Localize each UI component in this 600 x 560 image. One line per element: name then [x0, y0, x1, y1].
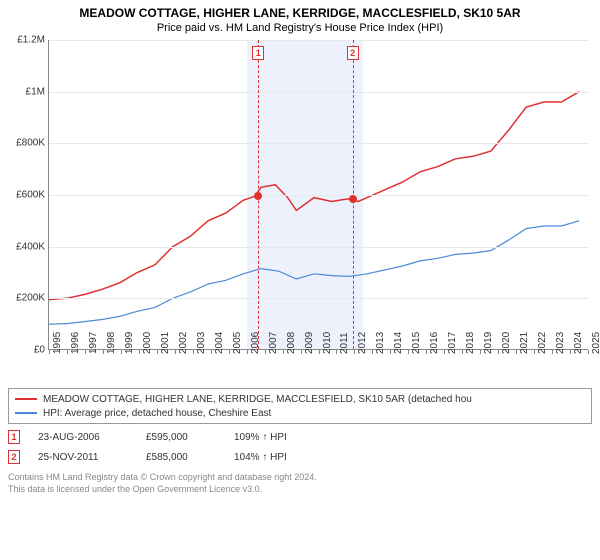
x-axis-label: 2021 — [519, 332, 530, 354]
sales-table: 1 23-AUG-2006 £595,000 109% ↑ HPI 2 25-NOV-20… — [8, 430, 592, 470]
series-line-hpi — [49, 221, 579, 324]
legend-swatch — [15, 412, 37, 414]
x-axis-label: 2024 — [573, 332, 584, 354]
y-axis-label: £0 — [9, 345, 45, 356]
x-axis-label: 2001 — [160, 332, 171, 354]
x-axis-label: 1995 — [52, 332, 63, 354]
x-axis-label: 2011 — [339, 332, 350, 354]
sale-row-price: £585,000 — [146, 452, 216, 463]
chart-subtitle: Price paid vs. HM Land Registry's House … — [8, 22, 592, 34]
x-axis-label: 2023 — [555, 332, 566, 354]
sale-row-price: £595,000 — [146, 432, 216, 443]
x-axis-label: 2000 — [142, 332, 153, 354]
footnote: Contains HM Land Registry data © Crown c… — [8, 472, 592, 495]
x-axis-label: 2015 — [411, 332, 422, 354]
y-axis-label: £600K — [9, 190, 45, 201]
sale-marker-dot — [349, 195, 357, 203]
x-axis-label: 2016 — [429, 332, 440, 354]
x-axis-label: 2022 — [537, 332, 548, 354]
sale-row-hpi: 104% ↑ HPI — [234, 452, 324, 463]
sale-marker-dot — [254, 192, 262, 200]
chart-plot: £0£200K£400K£600K£800K£1M£1.2M1995199619… — [48, 40, 588, 380]
sale-row: 2 25-NOV-2011 £585,000 104% ↑ HPI — [8, 450, 592, 464]
x-axis-label: 1997 — [88, 332, 99, 354]
y-axis-label: £1.2M — [9, 35, 45, 46]
x-axis-label: 1996 — [70, 332, 81, 354]
x-axis-label: 2004 — [214, 332, 225, 354]
y-axis-label: £1M — [9, 86, 45, 97]
legend-item: MEADOW COTTAGE, HIGHER LANE, KERRIDGE, M… — [15, 392, 585, 406]
x-axis-label: 2012 — [357, 332, 368, 354]
legend: MEADOW COTTAGE, HIGHER LANE, KERRIDGE, M… — [8, 388, 592, 424]
x-axis-label: 2005 — [232, 332, 243, 354]
y-axis-label: £200K — [9, 293, 45, 304]
sale-row-marker: 1 — [8, 430, 20, 444]
x-axis-label: 2018 — [465, 332, 476, 354]
x-axis-label: 2008 — [286, 332, 297, 354]
legend-label: HPI: Average price, detached house, Ches… — [43, 408, 271, 419]
x-axis-label: 2007 — [268, 332, 279, 354]
y-axis-label: £400K — [9, 241, 45, 252]
sale-row-hpi: 109% ↑ HPI — [234, 432, 324, 443]
x-axis-label: 2019 — [483, 332, 494, 354]
footnote-line: This data is licensed under the Open Gov… — [8, 484, 592, 496]
x-axis-label: 2013 — [375, 332, 386, 354]
sale-marker-flag: 2 — [347, 46, 359, 60]
x-axis-label: 2009 — [304, 332, 315, 354]
chart-title: MEADOW COTTAGE, HIGHER LANE, KERRIDGE, M… — [8, 6, 592, 20]
sale-row-date: 25-NOV-2011 — [38, 452, 128, 463]
x-axis-label: 2025 — [591, 332, 600, 354]
legend-swatch — [15, 398, 37, 400]
y-axis-label: £800K — [9, 138, 45, 149]
sale-row-date: 23-AUG-2006 — [38, 432, 128, 443]
x-axis-label: 1999 — [124, 332, 135, 354]
x-axis-label: 2014 — [393, 332, 404, 354]
sale-row-marker: 2 — [8, 450, 20, 464]
legend-item: HPI: Average price, detached house, Ches… — [15, 406, 585, 420]
x-axis-label: 1998 — [106, 332, 117, 354]
x-axis-label: 2020 — [501, 332, 512, 354]
x-axis-label: 2003 — [196, 332, 207, 354]
x-axis-label: 2017 — [447, 332, 458, 354]
sale-marker-flag: 1 — [252, 46, 264, 60]
x-axis-label: 2010 — [322, 332, 333, 354]
x-axis-label: 2002 — [178, 332, 189, 354]
sale-row: 1 23-AUG-2006 £595,000 109% ↑ HPI — [8, 430, 592, 444]
legend-label: MEADOW COTTAGE, HIGHER LANE, KERRIDGE, M… — [43, 394, 472, 405]
footnote-line: Contains HM Land Registry data © Crown c… — [8, 472, 592, 484]
